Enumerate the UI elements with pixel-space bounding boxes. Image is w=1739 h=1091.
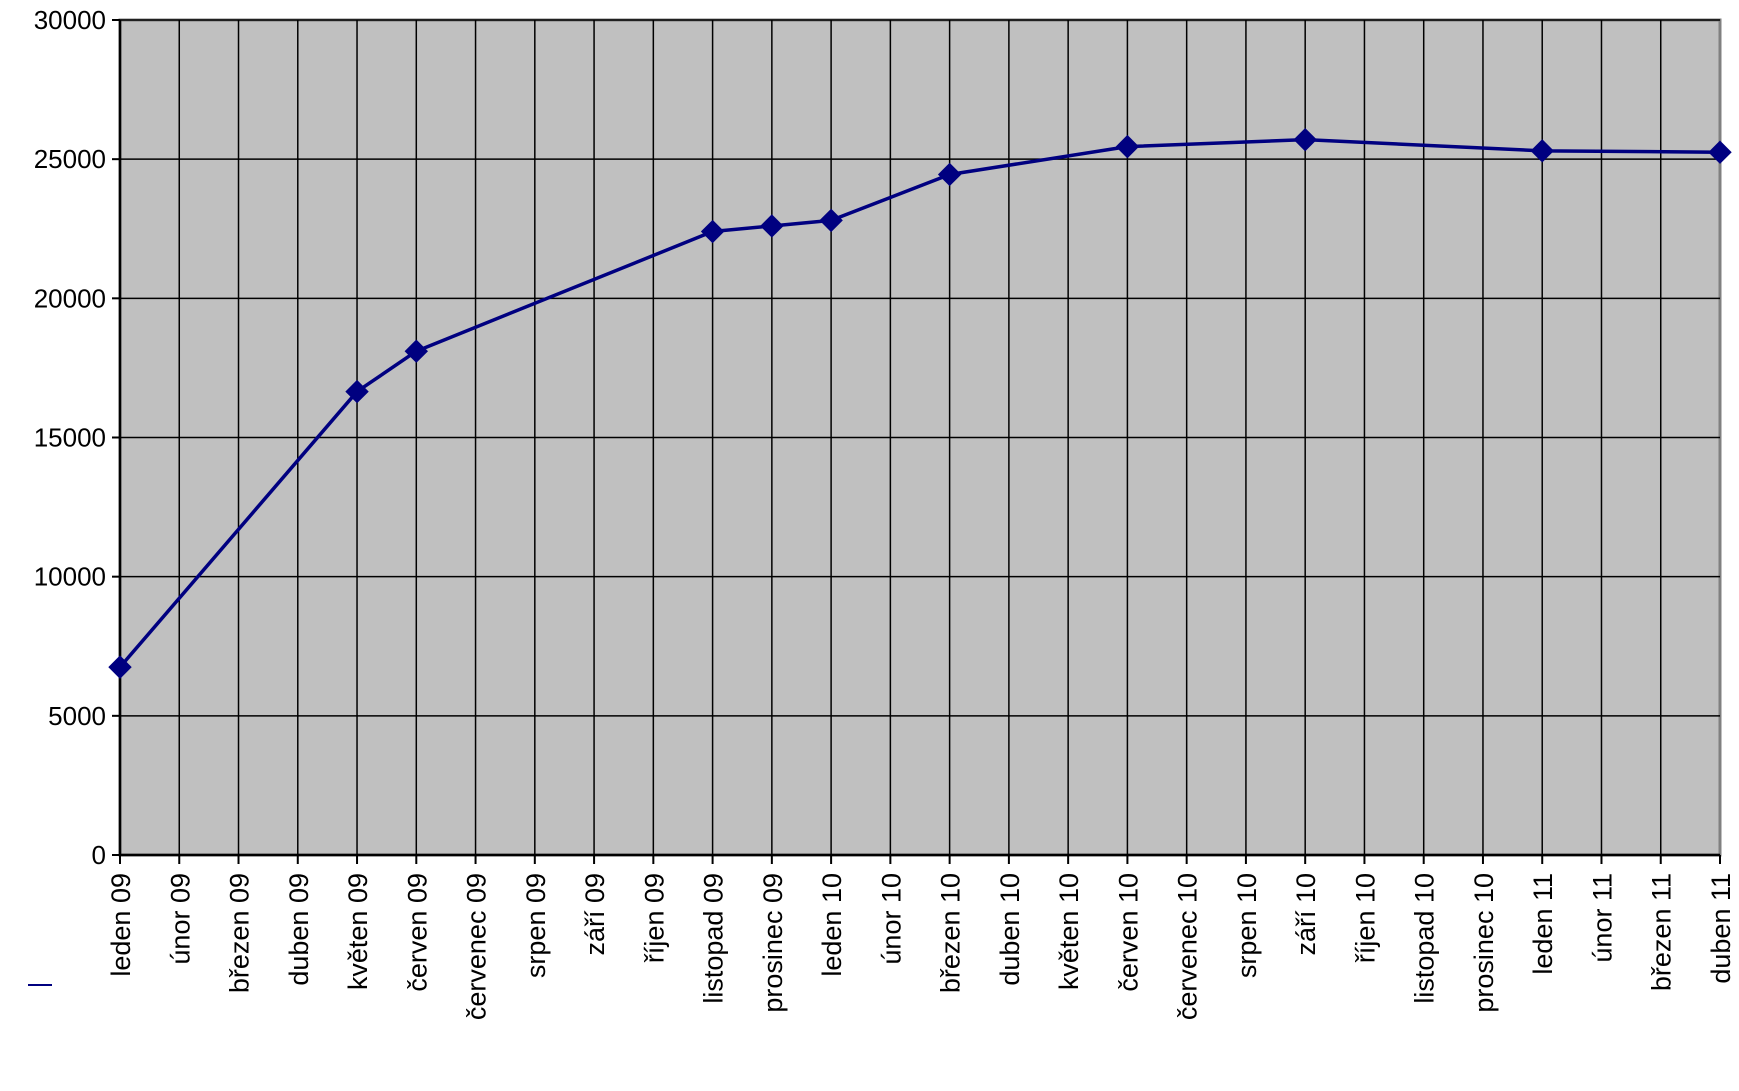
x-tick-label: květen 10 <box>1054 873 1084 990</box>
x-tick-label: červen 10 <box>1113 873 1143 992</box>
x-tick-label: březen 11 <box>1647 873 1677 991</box>
x-tick-label: srpen 10 <box>1232 873 1262 978</box>
x-tick-label: srpen 09 <box>521 873 551 978</box>
x-tick-label: únor 09 <box>165 873 195 965</box>
y-tick-label: 0 <box>92 840 106 870</box>
series-group <box>108 127 1732 679</box>
data-point-marker <box>1530 139 1554 163</box>
x-tick-label: září 09 <box>580 873 610 956</box>
x-tick-label: červenec 10 <box>1173 873 1203 1020</box>
x-tick-label: prosinec 09 <box>758 873 788 1013</box>
data-point-marker <box>1708 140 1732 164</box>
x-tick-label: listopad 10 <box>1410 873 1440 1004</box>
x-tick-label: duben 11 <box>1706 873 1736 984</box>
data-point-marker <box>1115 134 1140 159</box>
y-tick-label: 20000 <box>34 283 106 313</box>
data-point-marker <box>760 214 784 238</box>
x-tick-label: květen 09 <box>343 873 373 990</box>
x-tick-label: prosinec 10 <box>1469 873 1499 1013</box>
x-axis-ticks: leden 09 únor 09 březen 09 duben 09 květen 0… <box>106 855 1736 1020</box>
data-point-marker <box>1293 127 1317 152</box>
y-tick-label: 15000 <box>34 423 106 453</box>
x-tick-label: leden 11 <box>1528 873 1558 975</box>
x-tick-label: listopad 09 <box>699 873 729 1004</box>
y-tick-label: 25000 <box>34 144 106 174</box>
x-tick-label: únor 10 <box>876 873 906 965</box>
x-tick-label: duben 09 <box>284 873 314 986</box>
y-tick-label: 5000 <box>48 701 106 731</box>
y-tick-label: 10000 <box>34 562 106 592</box>
data-point-marker <box>404 339 429 363</box>
x-tick-label: červenec 09 <box>462 873 492 1020</box>
x-tick-label: únor 11 <box>1587 873 1617 963</box>
x-tick-label: březen 10 <box>936 873 966 993</box>
data-point-marker <box>108 655 132 679</box>
x-tick-label: leden 10 <box>817 873 847 977</box>
x-tick-label: březen 09 <box>225 873 255 993</box>
x-tick-label: září 10 <box>1291 873 1321 956</box>
y-axis-ticks: 0 5000 10000 15000 20000 25000 30000 <box>34 5 120 870</box>
y-tick-label: 30000 <box>34 5 106 35</box>
gridlines <box>120 19 1720 855</box>
x-tick-label: duben 10 <box>995 873 1025 986</box>
data-point-marker <box>345 379 369 404</box>
x-tick-label: říjen 10 <box>1350 873 1380 963</box>
x-tick-label: červen 09 <box>402 873 432 992</box>
data-point-marker <box>700 219 725 244</box>
data-point-marker <box>937 162 962 187</box>
data-point-marker <box>819 208 843 233</box>
x-tick-label: leden 09 <box>106 873 136 977</box>
x-tick-label: říjen 09 <box>639 873 669 963</box>
